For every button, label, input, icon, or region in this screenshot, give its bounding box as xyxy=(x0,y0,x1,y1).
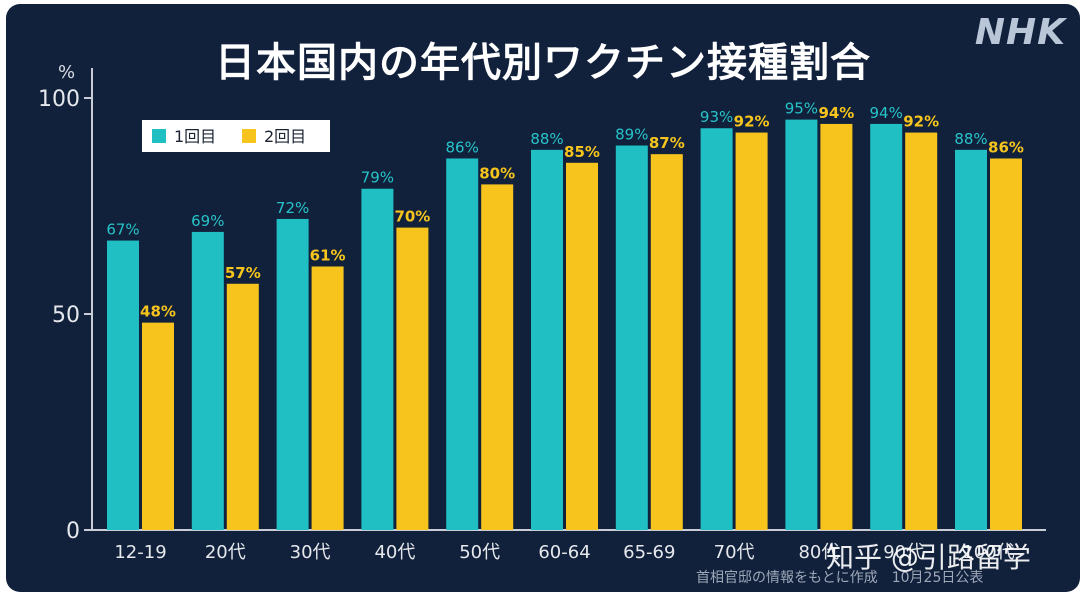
bar-dose2 xyxy=(735,132,768,530)
x-tick-label: 90代 xyxy=(883,542,924,563)
bar-chart: 0 50 100 67% 48% 12-19 69% 57% 20代 72% 61% 30代 79% 70… xyxy=(38,68,1046,563)
data-label: 92% xyxy=(903,113,939,131)
data-label: 86% xyxy=(988,138,1024,156)
bar-dose2 xyxy=(905,132,938,530)
bar-dose1 xyxy=(191,231,224,531)
bar-dose2 xyxy=(990,158,1022,531)
x-tick-label: 30代 xyxy=(290,542,331,563)
data-label: 86% xyxy=(446,138,479,156)
y-axis-unit: % xyxy=(58,62,76,83)
x-tick-label: 65-69 xyxy=(623,542,675,563)
legend-box xyxy=(142,120,330,152)
data-label: 94% xyxy=(870,104,903,122)
bar-dose2 xyxy=(226,283,259,530)
legend-label: 2回目 xyxy=(264,127,306,146)
bar-dose1 xyxy=(615,145,648,530)
legend-swatch xyxy=(242,129,256,143)
bar-dose1 xyxy=(107,240,139,530)
data-label: 88% xyxy=(530,130,563,148)
bar-dose1 xyxy=(870,123,903,531)
bar-dose2 xyxy=(481,184,514,530)
x-tick-label: 100代 xyxy=(962,542,1014,563)
data-label: 57% xyxy=(225,264,261,282)
data-label: 67% xyxy=(106,221,139,239)
bar-dose2 xyxy=(142,322,174,530)
x-tick-label: 70代 xyxy=(714,542,755,563)
legend-label: 1回目 xyxy=(174,127,216,146)
bar-dose2 xyxy=(566,162,598,531)
data-label: 48% xyxy=(140,303,176,321)
chart-panel: 日本国内の年代別ワクチン接種割合 NHK % 0 50 100 67% 48% 12-19… xyxy=(6,4,1080,592)
nhk-logo: NHK xyxy=(974,12,1066,53)
data-label: 89% xyxy=(615,126,648,144)
data-label: 92% xyxy=(734,113,770,131)
data-label: 80% xyxy=(479,164,515,182)
x-tick-label: 40代 xyxy=(374,542,415,563)
data-label: 79% xyxy=(361,169,394,187)
bar-dose1 xyxy=(446,158,479,531)
data-label: 93% xyxy=(700,108,733,126)
data-label: 72% xyxy=(276,199,309,217)
data-label: 69% xyxy=(191,212,224,230)
x-tick-label: 60-64 xyxy=(538,542,590,563)
data-label: 88% xyxy=(954,130,987,148)
bar-dose1 xyxy=(531,149,563,530)
watermark: 知乎 @引路留学 xyxy=(826,541,1031,574)
bar-dose2 xyxy=(396,227,429,530)
y-tick-label: 50 xyxy=(52,303,80,328)
bar-dose1 xyxy=(361,188,394,530)
x-tick-label: 80代 xyxy=(798,542,839,563)
bar-dose2 xyxy=(820,123,853,531)
bar-dose1 xyxy=(785,119,818,530)
data-label: 95% xyxy=(785,100,818,118)
data-label: 61% xyxy=(310,246,346,264)
x-tick-label: 20代 xyxy=(205,542,246,563)
chart-title: 日本国内の年代別ワクチン接種割合 xyxy=(215,40,871,86)
bar-dose2 xyxy=(650,154,683,530)
x-tick-label: 50代 xyxy=(459,542,500,563)
x-tick-label: 12-19 xyxy=(114,542,166,563)
data-label: 85% xyxy=(564,143,600,161)
bar-dose1 xyxy=(700,128,733,530)
legend-swatch xyxy=(152,129,166,143)
data-label: 70% xyxy=(394,208,430,226)
bar-dose1 xyxy=(955,149,987,530)
y-tick-label: 100 xyxy=(38,87,80,112)
bar-dose2 xyxy=(311,266,344,530)
data-label: 94% xyxy=(818,104,854,122)
y-tick-label: 0 xyxy=(66,519,80,544)
data-label: 87% xyxy=(649,134,685,152)
bar-dose1 xyxy=(276,218,309,530)
source-note: 首相官邸の情報をもとに作成 10月25日公表 xyxy=(696,570,984,586)
